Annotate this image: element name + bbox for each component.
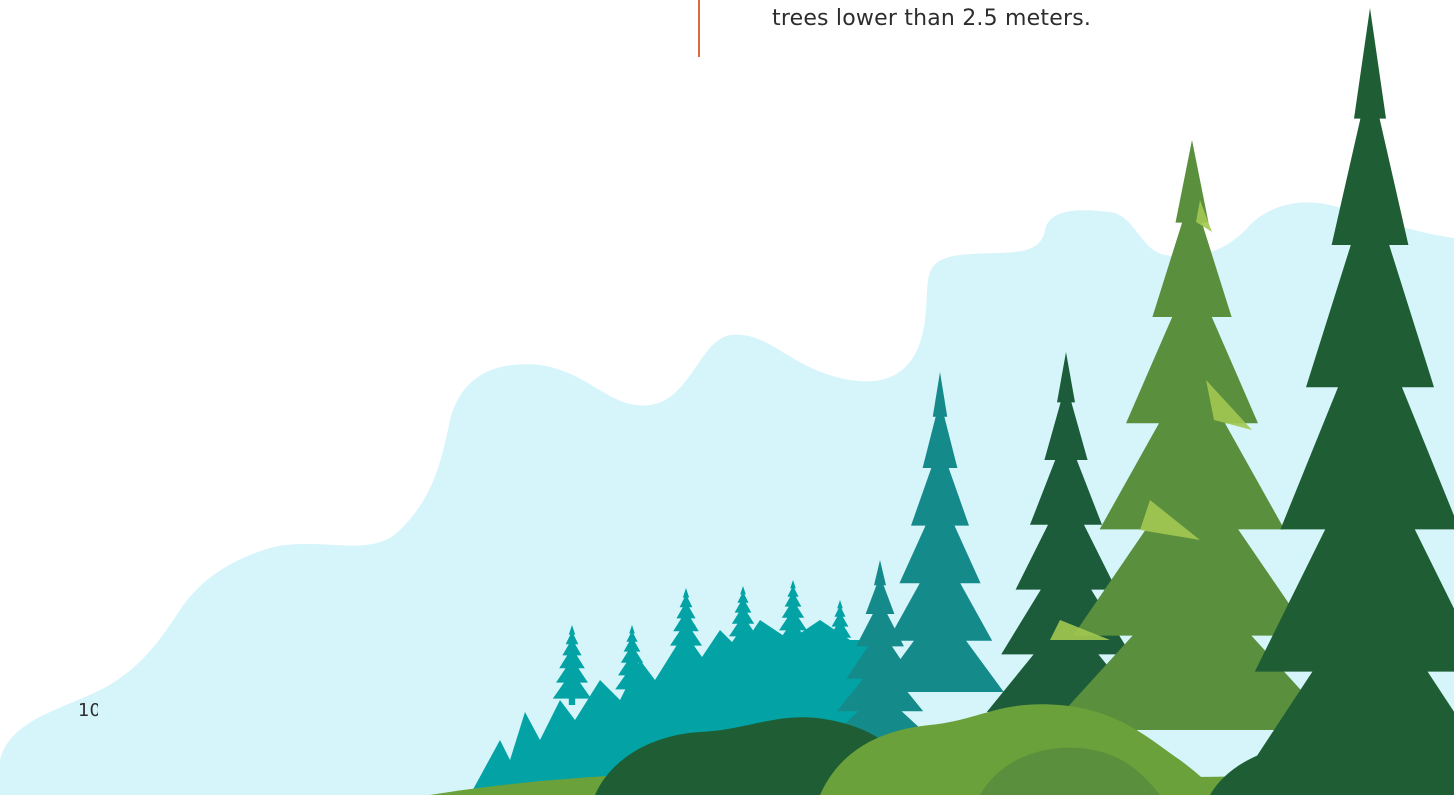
accent-rule — [698, 0, 700, 57]
body-text: trees lower than 2.5 meters. — [772, 6, 1092, 31]
bushes — [595, 704, 1454, 795]
page-number: 10 — [78, 700, 98, 721]
